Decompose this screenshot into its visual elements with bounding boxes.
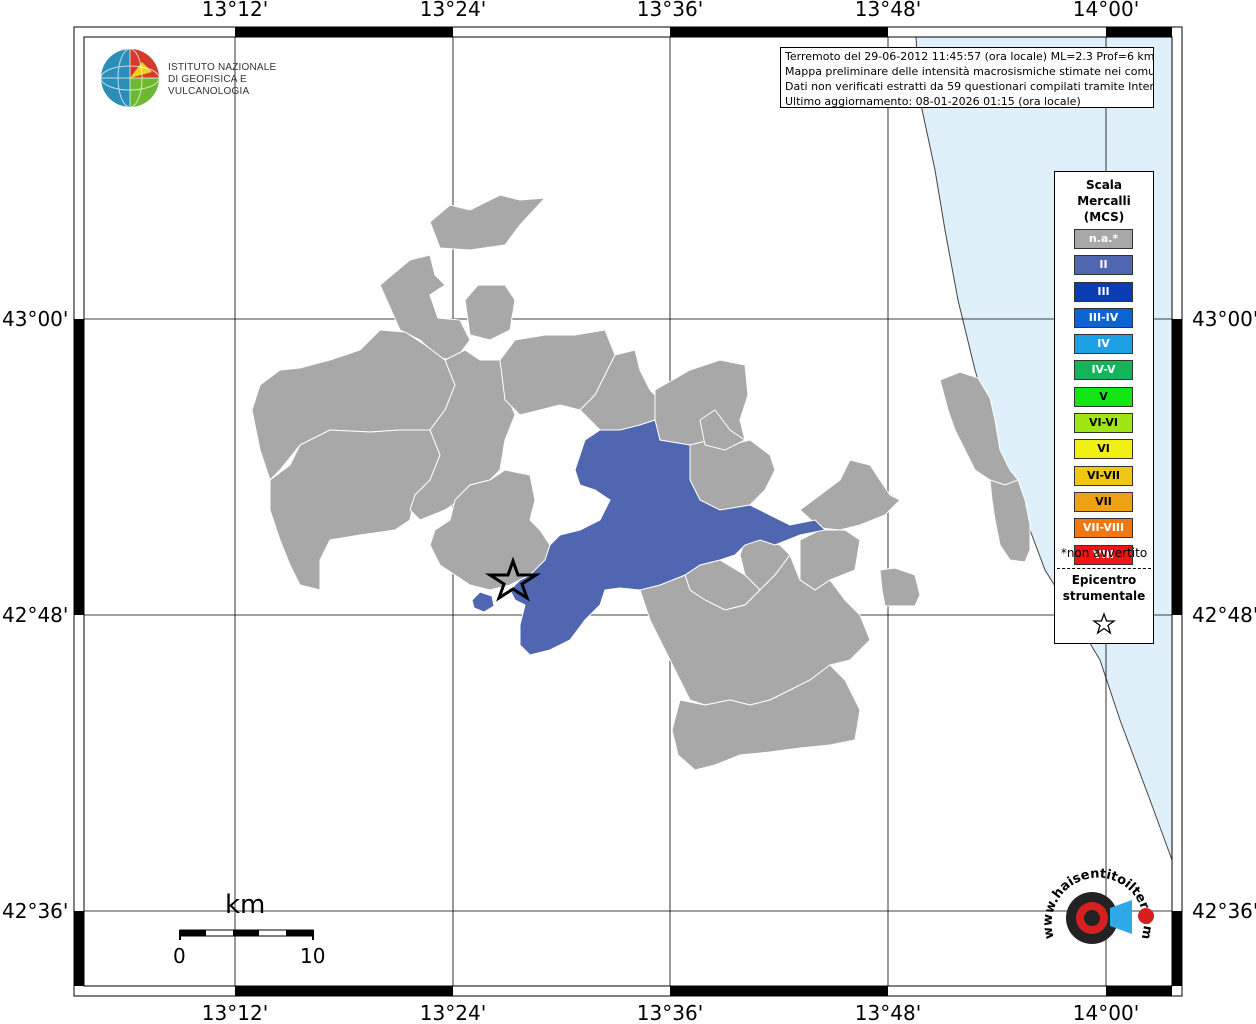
right-latitude-labels: 43°00' 42°48' 42°36' xyxy=(1192,307,1256,923)
legend-swatch: VII xyxy=(1074,491,1133,512)
info-line-updated: Ultimo aggiornamento: 08-01-2026 01:15 (… xyxy=(785,95,1081,108)
lon-label-bottom: 13°24' xyxy=(420,1001,486,1024)
legend-divider xyxy=(1057,568,1151,569)
legend-title: Scala Mercalli (MCS) xyxy=(1055,177,1153,225)
lon-label-top: 13°36' xyxy=(637,0,703,21)
ingv-name: ISTITUTO NAZIONALE DI GEOFISICA E VULCAN… xyxy=(168,62,320,98)
municipality xyxy=(689,439,776,511)
legend-title-line1: Scala xyxy=(1085,178,1123,192)
municipality xyxy=(429,194,547,251)
municipality xyxy=(699,409,746,451)
municipality-intensity-ii-small xyxy=(471,591,495,613)
lon-label-bottom: 13°36' xyxy=(637,1001,703,1024)
legend-swatch: V xyxy=(1074,386,1133,407)
legend-swatch: VIII xyxy=(1074,544,1133,565)
legend-swatch: III xyxy=(1074,281,1133,302)
scale-unit: km xyxy=(225,890,266,920)
municipality xyxy=(464,284,516,341)
lon-label-bottom: 13°48' xyxy=(855,1001,921,1024)
legend-swatch: II xyxy=(1074,255,1133,276)
info-line-event: Terremoto del 29-06-2012 11:45:57 (ora l… xyxy=(785,50,1154,63)
ingv-name-line2: DI GEOFISICA E VULCANOLOGIA xyxy=(168,74,250,97)
info-line-data: Dati non verificati estratti da 59 quest… xyxy=(785,80,1154,93)
info-line-map: Mappa preliminare delle intensità macros… xyxy=(785,65,1154,78)
left-latitude-labels: 43°00' 42°48' 42°36' xyxy=(2,307,68,923)
municipality xyxy=(989,479,1031,563)
lat-label-right: 42°36' xyxy=(1192,899,1256,923)
lon-label-bottom: 14°00' xyxy=(1073,1001,1139,1024)
scale-label-zero: 0 xyxy=(173,944,186,968)
municipalities-not-available xyxy=(251,194,1031,771)
municipality-intensity-ii xyxy=(509,419,827,656)
lon-label-top: 13°48' xyxy=(855,0,921,21)
legend-star-icon xyxy=(1092,612,1116,635)
lat-label-right: 43°00' xyxy=(1192,307,1256,331)
legend-title-line2: Mercalli xyxy=(1077,194,1131,208)
bottom-longitude-labels: 13°12' 13°24' 13°36' 13°48' 14°00' xyxy=(202,1001,1139,1024)
globe-icon xyxy=(100,48,160,108)
scale-label-ten: 10 xyxy=(300,944,326,968)
legend-swatch: IV xyxy=(1074,334,1133,355)
epicenter-star-icon xyxy=(484,556,542,602)
legend-swatch: VI-VI xyxy=(1074,413,1133,434)
lat-label-left: 42°36' xyxy=(2,899,68,923)
legend-epicenter-label: Epicentro strumentale xyxy=(1055,572,1153,604)
scale-bar-graphic xyxy=(179,929,314,940)
earthquake-info-box: Terremoto del 29-06-2012 11:45:57 (ora l… xyxy=(780,47,1154,108)
lat-label-left: 42°48' xyxy=(2,603,68,627)
legend-swatch: n.a.* xyxy=(1074,229,1133,249)
map-frame xyxy=(73,26,1183,997)
legend-title-line3: (MCS) xyxy=(1083,210,1125,224)
lat-label-right: 42°48' xyxy=(1192,603,1256,627)
legend-epicenter-line1: Epicentro xyxy=(1071,573,1137,587)
legend-swatch: IV-V xyxy=(1074,360,1133,381)
legend-swatch: III-IV xyxy=(1074,307,1133,328)
lat-label-left: 43°00' xyxy=(2,307,68,331)
legend-epicenter-line2: strumentale xyxy=(1062,589,1146,603)
haisentito-logo: www.haisentitoilterremoto.it xyxy=(1030,847,1160,978)
ingv-logo: ISTITUTO NAZIONALE DI GEOFISICA E VULCAN… xyxy=(100,48,320,110)
municipality xyxy=(879,567,921,607)
ingv-name-line1: ISTITUTO NAZIONALE xyxy=(168,62,277,73)
lon-label-top: 14°00' xyxy=(1073,0,1139,21)
graticule xyxy=(84,37,1172,986)
legend-swatch: VI-VII xyxy=(1074,465,1133,486)
municipality xyxy=(671,664,861,771)
legend-items: n.a.* II III III-IV IV IV-V V VI-VI VI VI-VII VII V… xyxy=(1074,229,1133,571)
scale-bar: km 0 10 xyxy=(170,890,330,970)
haisentito-logo-graphic: www.haisentitoilterremoto.it xyxy=(1030,847,1155,944)
legend-swatch: VII-VIII xyxy=(1074,518,1133,539)
legend-note: *non avvertito xyxy=(1060,546,1148,560)
municipality xyxy=(269,429,441,591)
mcs-legend: Scala Mercalli (MCS) n.a.* II III III-IV IV I… xyxy=(1054,171,1154,644)
lon-label-top: 13°12' xyxy=(202,0,268,21)
top-longitude-labels: 13°12' 13°24' 13°36' 13°48' 14°00' xyxy=(202,0,1139,21)
municipality xyxy=(379,254,471,361)
legend-swatch: VI xyxy=(1074,439,1133,460)
municipality xyxy=(639,553,871,706)
lon-label-top: 13°24' xyxy=(420,0,486,21)
lon-label-bottom: 13°12' xyxy=(202,1001,268,1024)
